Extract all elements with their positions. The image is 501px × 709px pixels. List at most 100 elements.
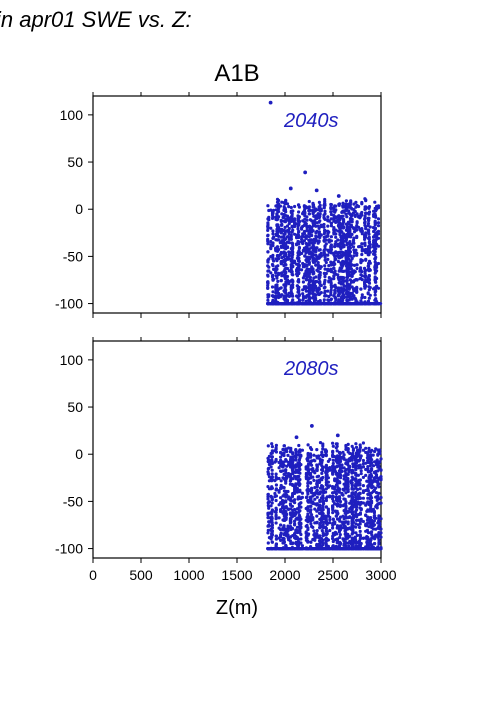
data-point <box>349 297 353 301</box>
data-point <box>295 507 299 511</box>
data-point <box>283 277 287 281</box>
data-point <box>287 241 291 245</box>
data-point <box>266 221 270 225</box>
data-point <box>320 490 324 494</box>
data-point <box>318 540 323 544</box>
scatter-points <box>266 441 383 551</box>
data-point <box>315 491 319 495</box>
scatter-points <box>266 197 383 306</box>
data-point <box>318 212 322 216</box>
data-point <box>282 540 286 544</box>
data-point <box>279 538 283 543</box>
data-point <box>297 458 301 462</box>
data-point <box>309 522 313 526</box>
data-point <box>344 212 348 216</box>
data-point <box>270 213 275 217</box>
x-tick-label: 0 <box>89 567 97 583</box>
data-point <box>299 532 303 537</box>
data-point <box>293 498 297 502</box>
data-point <box>326 232 330 236</box>
data-point <box>291 228 295 232</box>
data-point <box>329 210 333 214</box>
data-point <box>294 510 298 514</box>
data-point <box>279 496 283 500</box>
data-point <box>354 467 358 472</box>
data-point <box>300 235 304 239</box>
data-point <box>290 224 294 228</box>
data-point <box>359 541 363 546</box>
data-point <box>309 481 313 485</box>
data-point <box>287 254 291 258</box>
data-point <box>319 223 323 227</box>
data-point <box>329 288 333 292</box>
data-point <box>328 468 332 472</box>
data-point <box>331 450 335 455</box>
data-point <box>294 482 298 486</box>
data-point <box>350 218 354 222</box>
data-point <box>354 538 358 543</box>
data-point <box>365 518 369 522</box>
data-point <box>326 267 330 271</box>
data-point <box>295 474 299 479</box>
data-point <box>328 521 332 525</box>
data-point <box>348 283 352 287</box>
data-point <box>320 461 324 465</box>
data-point <box>316 287 320 291</box>
data-point <box>376 221 381 225</box>
data-point <box>358 483 362 487</box>
data-point <box>348 526 352 530</box>
data-point <box>337 290 342 294</box>
data-point <box>289 519 293 523</box>
data-point <box>355 263 359 267</box>
data-point <box>323 209 327 213</box>
data-point <box>293 221 297 225</box>
data-point <box>335 537 339 541</box>
data-point <box>269 208 273 212</box>
data-point <box>351 463 355 467</box>
data-point <box>314 263 318 267</box>
data-point <box>366 299 371 303</box>
data-point <box>360 278 364 282</box>
data-point <box>356 473 360 477</box>
data-point <box>296 262 301 266</box>
data-point <box>347 204 351 208</box>
data-point <box>279 223 283 227</box>
data-point <box>359 472 363 476</box>
data-point <box>270 512 274 516</box>
data-point <box>279 479 283 483</box>
data-point <box>365 479 369 483</box>
data-point <box>318 534 322 538</box>
data-point <box>341 269 345 273</box>
data-point <box>277 489 281 493</box>
data-point <box>281 241 285 245</box>
data-point <box>274 537 278 541</box>
data-point <box>266 250 270 254</box>
data-point <box>303 217 307 221</box>
data-point <box>331 469 335 473</box>
data-point <box>266 470 270 474</box>
outlier-point <box>336 194 341 198</box>
data-point <box>345 215 349 219</box>
data-point <box>283 262 287 266</box>
data-point <box>337 480 342 484</box>
data-point <box>326 253 330 257</box>
data-point <box>350 475 354 479</box>
data-point <box>266 273 270 277</box>
data-point <box>287 216 291 220</box>
data-point <box>326 215 330 219</box>
data-point <box>323 244 327 248</box>
data-point <box>344 199 348 203</box>
data-point <box>308 510 313 514</box>
data-point <box>313 491 317 495</box>
data-point <box>326 510 330 514</box>
data-point <box>283 257 287 261</box>
data-point <box>376 217 381 221</box>
data-point <box>350 468 354 472</box>
data-point <box>323 228 327 233</box>
data-point <box>306 512 310 516</box>
data-point <box>276 279 280 283</box>
data-point <box>372 523 376 527</box>
data-point <box>267 218 271 222</box>
data-point <box>331 461 335 466</box>
header-text: in apr01 SWE vs. Z: <box>0 7 192 32</box>
